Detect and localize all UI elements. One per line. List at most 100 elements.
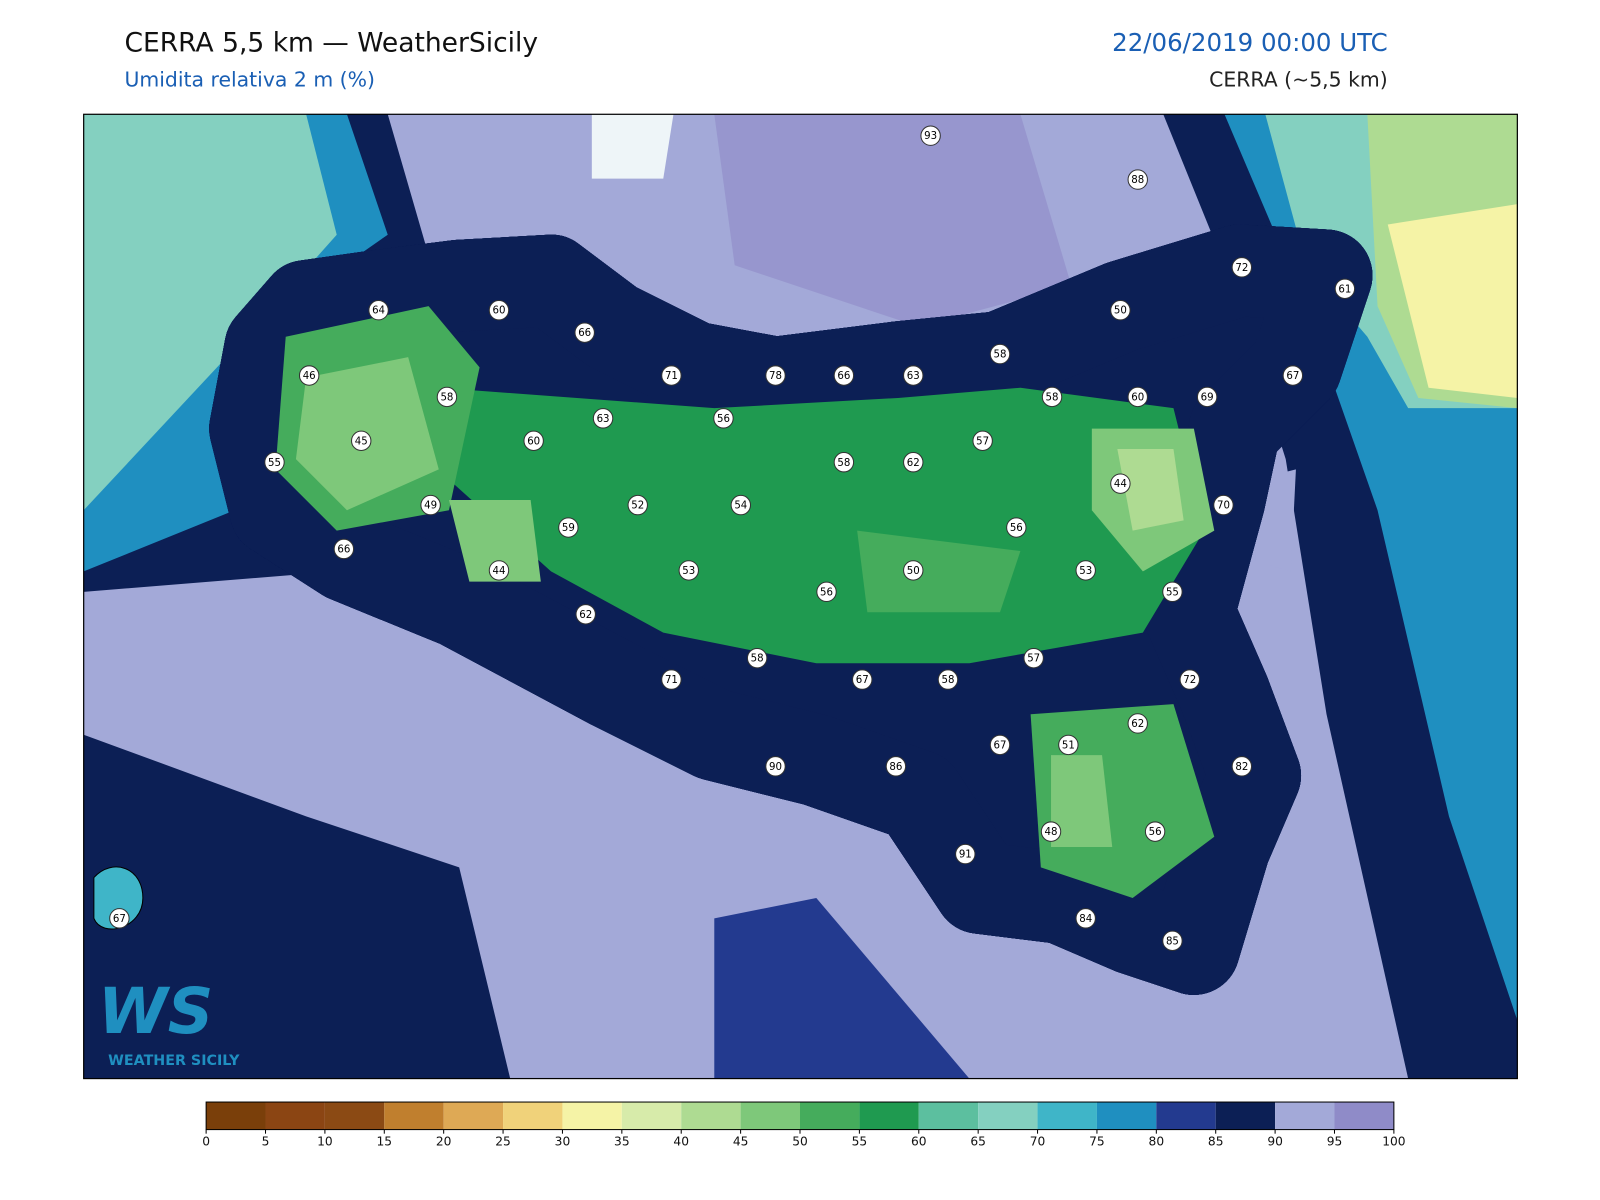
station-value: 90 xyxy=(769,762,782,773)
colorbar-band xyxy=(562,1102,622,1130)
station: 55 xyxy=(264,452,285,473)
sicily xyxy=(255,224,1326,995)
station-marker xyxy=(1179,669,1200,690)
station-marker xyxy=(903,452,924,473)
station-marker xyxy=(574,322,595,343)
station-marker xyxy=(368,300,389,321)
colorbar-tick-label: 95 xyxy=(1327,1134,1343,1148)
station-marker xyxy=(816,581,837,603)
station-value: 67 xyxy=(1286,371,1299,382)
station: 62 xyxy=(903,452,924,473)
colorbar-band xyxy=(443,1102,504,1130)
colorbar-tick-label: 5 xyxy=(262,1134,270,1148)
colorbar-tick-label: 40 xyxy=(673,1134,689,1148)
station: 54 xyxy=(730,494,752,516)
title: CERRA 5,5 km — WeatherSicily xyxy=(124,27,538,58)
colorbar-tick-label: 60 xyxy=(911,1134,927,1148)
station-marker xyxy=(1231,257,1253,278)
station-marker xyxy=(937,669,959,690)
station: 72 xyxy=(1231,257,1253,278)
colorbar-band xyxy=(621,1102,682,1130)
station-marker xyxy=(351,430,372,452)
station: 71 xyxy=(661,365,682,386)
station: 60 xyxy=(1127,386,1148,408)
colorbar-band xyxy=(800,1102,860,1130)
station-value: 55 xyxy=(268,458,281,469)
station-value: 44 xyxy=(492,566,505,577)
station: 67 xyxy=(1282,365,1304,386)
station-value: 70 xyxy=(1217,501,1230,512)
station-marker xyxy=(1040,821,1062,842)
map xyxy=(83,114,1518,1079)
station-value: 52 xyxy=(631,501,644,512)
station: 84 xyxy=(1075,908,1096,929)
station-value: 66 xyxy=(837,371,850,382)
station-value: 88 xyxy=(1131,175,1144,186)
station-marker xyxy=(488,560,510,581)
station-marker xyxy=(1023,647,1044,669)
station-marker xyxy=(989,343,1011,365)
station-marker xyxy=(523,430,544,452)
station-marker xyxy=(746,647,768,669)
station-marker xyxy=(765,365,786,386)
station-marker xyxy=(1144,821,1166,842)
station-marker xyxy=(1075,908,1096,929)
station-value: 62 xyxy=(579,610,592,621)
colorbar-tick-label: 25 xyxy=(495,1134,511,1148)
station-marker xyxy=(420,494,441,516)
station-value: 58 xyxy=(941,675,954,686)
station-marker xyxy=(920,125,941,146)
station: 63 xyxy=(903,365,924,386)
station: 91 xyxy=(955,843,976,865)
station-marker xyxy=(109,908,130,929)
station-value: 55 xyxy=(1166,587,1179,598)
station-marker xyxy=(955,843,976,865)
station-marker xyxy=(852,669,873,690)
station-marker xyxy=(488,300,510,321)
station-value: 58 xyxy=(1046,392,1059,403)
colorbar-tick-label: 50 xyxy=(792,1134,808,1148)
colorbar-band xyxy=(681,1102,741,1130)
station-value: 82 xyxy=(1235,762,1248,773)
station-value: 61 xyxy=(1338,284,1351,295)
station-value: 67 xyxy=(113,914,126,925)
colorbar-band xyxy=(384,1102,444,1130)
station: 57 xyxy=(1023,647,1044,669)
station-marker xyxy=(1162,581,1183,603)
station-value: 50 xyxy=(1114,306,1127,317)
station: 90 xyxy=(765,756,786,777)
station: 51 xyxy=(1058,734,1079,756)
colorbar-band xyxy=(1096,1102,1157,1130)
station: 72 xyxy=(1179,669,1200,690)
colorbar-tick-label: 45 xyxy=(733,1134,749,1148)
station-marker xyxy=(1127,169,1148,190)
station-value: 44 xyxy=(1114,479,1127,490)
valid-time: 22/06/2019 00:00 UTC xyxy=(1112,28,1388,57)
station-marker xyxy=(661,365,682,386)
station: 66 xyxy=(574,322,595,343)
station-marker xyxy=(833,452,855,473)
station: 44 xyxy=(1110,473,1131,494)
colorbar-band xyxy=(1275,1102,1335,1130)
colorbar-band xyxy=(1156,1102,1216,1130)
station: 78 xyxy=(765,365,786,386)
station: 71 xyxy=(661,669,682,690)
station-value: 49 xyxy=(424,501,437,512)
station: 58 xyxy=(436,386,458,408)
station-value: 91 xyxy=(959,850,972,861)
station-marker xyxy=(1334,278,1356,299)
colorbar-band xyxy=(918,1102,979,1130)
station: 57 xyxy=(972,430,993,452)
station-marker xyxy=(989,734,1011,756)
station-marker xyxy=(264,452,285,473)
station-value: 84 xyxy=(1079,914,1092,925)
station-marker xyxy=(333,538,355,560)
station-marker xyxy=(1213,494,1234,516)
station-value: 51 xyxy=(1062,740,1075,751)
station: 58 xyxy=(989,343,1011,365)
station-value: 85 xyxy=(1166,936,1179,947)
station-marker xyxy=(298,365,320,386)
station: 56 xyxy=(816,581,837,603)
station-marker xyxy=(833,365,855,386)
colorbar-tick-label: 30 xyxy=(555,1134,571,1148)
